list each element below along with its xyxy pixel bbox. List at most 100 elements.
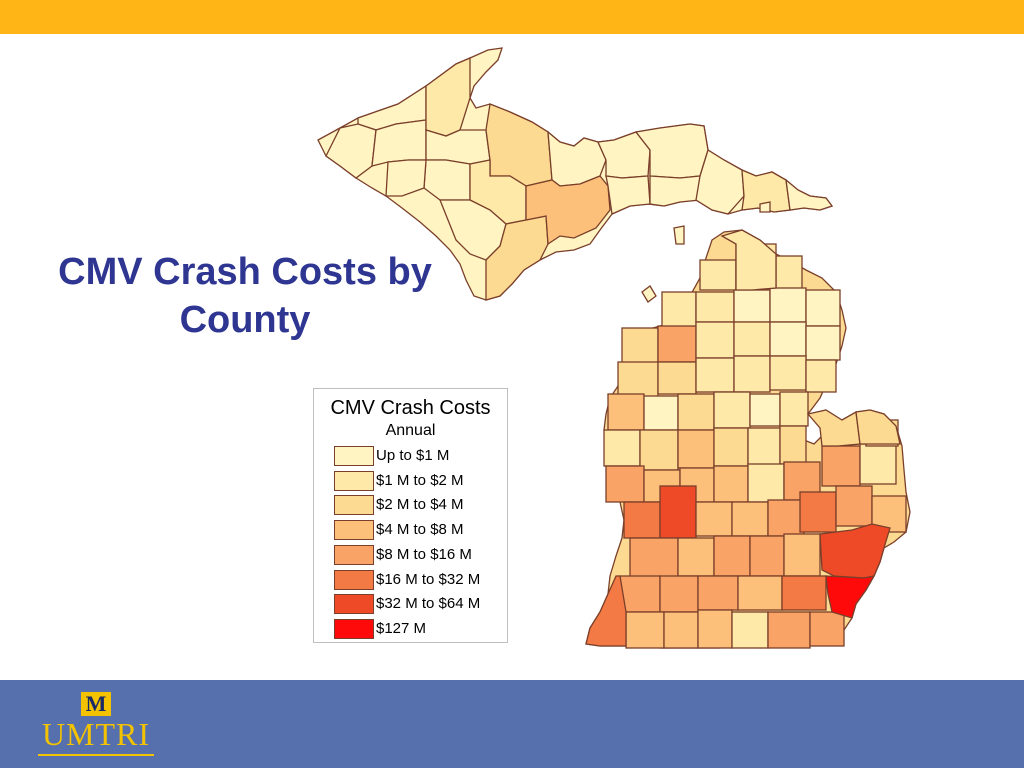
county [835,485,873,527]
county [805,359,837,393]
legend-title: CMV Crash Costs [330,397,491,419]
county [623,501,661,539]
legend-item: $1 M to $2 M [334,470,504,493]
county [605,465,645,503]
legend-item: $2 M to $4 M [334,495,504,517]
county [621,327,659,365]
county [385,159,427,197]
county [806,409,861,447]
block-m-logo-icon: M [81,692,111,716]
county [805,325,841,361]
slide-title: CMV Crash Costs by County [40,248,450,344]
legend-swatch [334,470,374,491]
county [585,575,627,647]
county [799,491,837,533]
legend-label: $32 M to $64 M [376,595,481,613]
legend-item: $127 M [334,618,504,641]
legend-label: $16 M to $32 M [376,570,481,588]
county [809,611,845,647]
legend-label: $127 M [376,619,427,637]
legend-label: $4 M to $8 M [376,521,464,539]
legend-subtitle: Annual [385,422,436,439]
county [659,485,697,539]
county [619,575,661,613]
county [605,175,651,215]
legend-item: $4 M to $8 M [334,520,504,542]
county [741,168,791,213]
county [695,357,735,393]
county [697,575,739,611]
logo-underline [38,754,154,756]
legend-item: $16 M to $32 M [334,569,504,592]
legend-label: $2 M to $4 M [376,496,464,514]
county [775,255,803,291]
county [425,129,491,165]
county [713,391,751,429]
county [603,429,641,467]
legend-item: Up to $1 M [334,446,504,468]
county [733,355,771,393]
county [779,391,809,427]
county [713,465,749,503]
county [731,501,769,537]
county [677,537,715,577]
top-accent-bar [0,0,1024,34]
bottom-footer-bar [0,680,1024,768]
county [747,427,781,467]
county [607,393,645,431]
county [525,175,611,246]
umtri-logo: M UMTRI [34,690,158,758]
legend-swatch [334,594,374,615]
county [713,427,749,467]
county [767,611,811,649]
county [625,611,665,649]
county [639,429,679,471]
county [749,535,785,577]
county [825,575,876,619]
county [737,575,783,611]
island [759,201,771,213]
legend-swatch [334,569,374,590]
umtri-logo-text: UMTRI [41,716,151,752]
county [819,523,891,579]
upper-peninsula [317,47,834,303]
legend-swatch [334,495,374,516]
county [663,611,699,649]
county [733,289,771,323]
legend-swatch [334,520,374,541]
legend-swatch [334,618,374,639]
county [617,361,659,399]
county [643,395,679,431]
slide-title-line1: CMV Crash Costs by [58,251,432,293]
county [657,325,697,363]
county [699,259,737,291]
county [677,393,715,431]
county [695,501,733,537]
county [697,609,733,649]
slide-title-line2: County [179,299,311,341]
legend-swatch [334,544,374,565]
county [769,287,807,323]
county [485,103,553,187]
legend-item: $8 M to $16 M [334,544,504,567]
county [713,535,751,577]
county [733,321,771,357]
michigan-county-map [317,47,911,649]
county [805,289,841,327]
map-legend: CMV Crash Costs Annual Up to $1 M $1 M to… [313,388,508,643]
county [661,291,697,329]
county [783,533,821,577]
island [673,225,685,245]
lower-peninsula [585,229,911,649]
legend-swatch [334,446,374,466]
county [781,575,827,611]
county [677,429,715,469]
county [695,321,735,359]
county [785,178,834,211]
legend-label: $1 M to $2 M [376,471,464,489]
county [695,291,735,323]
county [731,611,769,649]
county [767,499,805,537]
county [821,445,861,487]
legend-item: $32 M to $64 M [334,594,504,616]
